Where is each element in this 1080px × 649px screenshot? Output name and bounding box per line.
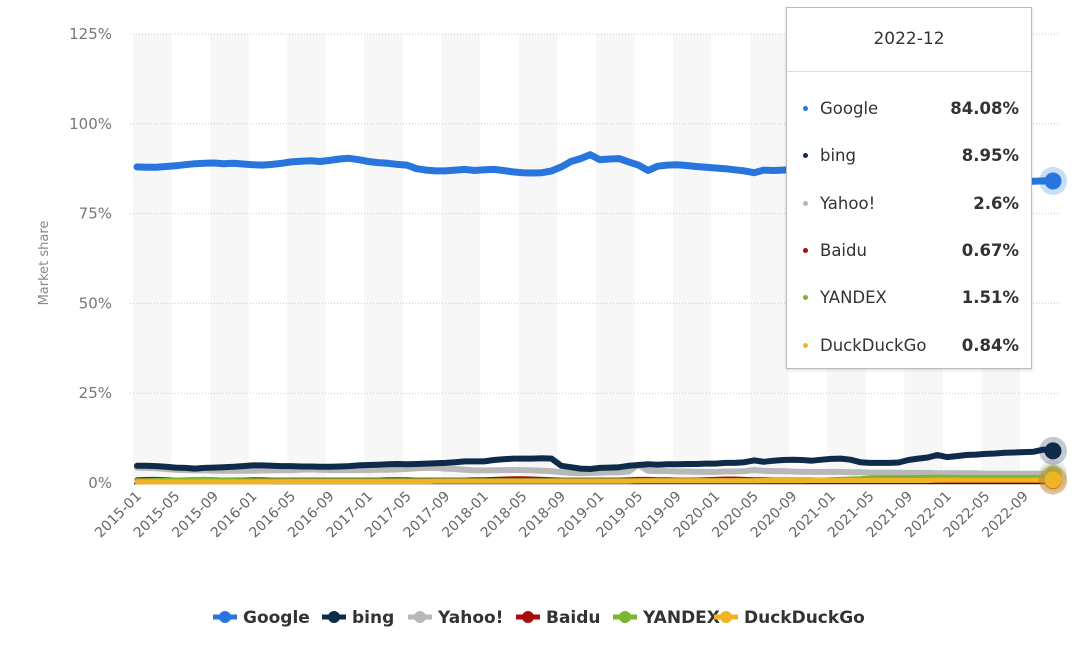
legend-label: YANDEX	[642, 608, 720, 628]
background-band	[595, 34, 635, 483]
tooltip-series-name: bing	[820, 146, 856, 166]
tooltip-series-value: 1.51%	[961, 288, 1019, 308]
tooltip: 2022-12 Google 84.08% bing 8.95% Yahoo! 2.6% B…	[786, 7, 1032, 369]
tooltip-series-name: Yahoo!	[820, 193, 876, 213]
tooltip-row: Baidu 0.67%	[787, 227, 1031, 274]
series-dot-icon	[803, 200, 808, 206]
tooltip-series-value: 0.67%	[961, 241, 1019, 261]
legend-label: Baidu	[546, 608, 601, 628]
background-bands	[133, 34, 1021, 483]
end-marker-duckduckgo	[1044, 471, 1062, 489]
legend-swatch-dot	[219, 611, 231, 623]
background-band	[518, 34, 558, 483]
y-tick-label: 75%	[79, 205, 112, 223]
y-tick-label: 125%	[69, 25, 112, 43]
tooltip-series-value: 2.6%	[973, 193, 1019, 213]
legend: Google bing Yahoo! Baidu YANDEX DuckDuckGo	[213, 608, 865, 628]
tooltip-series-name: Google	[820, 99, 879, 119]
legend-swatch-dot	[720, 611, 732, 623]
background-band	[441, 34, 481, 483]
series-dot-icon	[803, 342, 808, 348]
end-marker-google	[1044, 172, 1062, 190]
tooltip-series-name: YANDEX	[820, 288, 887, 308]
tooltip-row: Yahoo! 2.6%	[787, 180, 1031, 227]
legend-swatch-dot	[522, 611, 534, 623]
legend-label: Yahoo!	[437, 608, 503, 628]
series-dot-icon	[803, 153, 808, 159]
background-band	[133, 34, 172, 483]
tooltip-series-name: DuckDuckGo	[820, 335, 927, 355]
legend-swatch-dot	[328, 611, 340, 623]
x-axis-ticks: 2015-012015-052015-092016-012016-052016-…	[92, 489, 1032, 542]
tooltip-row: bing 8.95%	[787, 132, 1031, 179]
background-band	[364, 34, 403, 483]
series-line-bing	[134, 446, 1056, 472]
end-markers	[1039, 166, 1067, 495]
series-dot-icon	[803, 248, 808, 254]
tooltip-row: Google 84.08%	[787, 85, 1031, 132]
background-band	[287, 34, 326, 483]
legend-swatch-dot	[414, 611, 426, 623]
background-band	[672, 34, 712, 483]
background-band	[750, 34, 789, 483]
tooltip-series-value: 8.95%	[961, 146, 1019, 166]
series-dot-icon	[803, 295, 808, 301]
legend-label: DuckDuckGo	[744, 608, 865, 628]
y-tick-label: 100%	[69, 115, 112, 133]
tooltip-date: 2022-12	[787, 8, 1031, 72]
tooltip-series-name: Baidu	[820, 241, 867, 261]
legend-swatch-dot	[619, 611, 631, 623]
background-band	[210, 34, 249, 483]
end-marker-bing	[1044, 442, 1062, 460]
series-dot-icon	[803, 106, 808, 112]
tooltip-series-value: 0.84%	[961, 335, 1019, 355]
y-axis-title: Market share	[37, 221, 52, 306]
y-tick-label: 0%	[88, 474, 112, 492]
tooltip-series-value: 84.08%	[950, 99, 1019, 119]
legend-label: Google	[243, 608, 310, 628]
y-tick-label: 25%	[79, 384, 112, 402]
series-line-yahoo	[134, 462, 1056, 477]
tooltip-row: YANDEX 1.51%	[787, 274, 1031, 321]
tooltip-row: DuckDuckGo 0.84%	[787, 321, 1031, 368]
y-axis-ticks: 0% 25% 50% 75% 100% 125%	[69, 25, 112, 492]
y-tick-label: 50%	[79, 294, 112, 312]
legend-label: bing	[352, 608, 394, 628]
series-line-duckduckgo	[134, 477, 1056, 485]
